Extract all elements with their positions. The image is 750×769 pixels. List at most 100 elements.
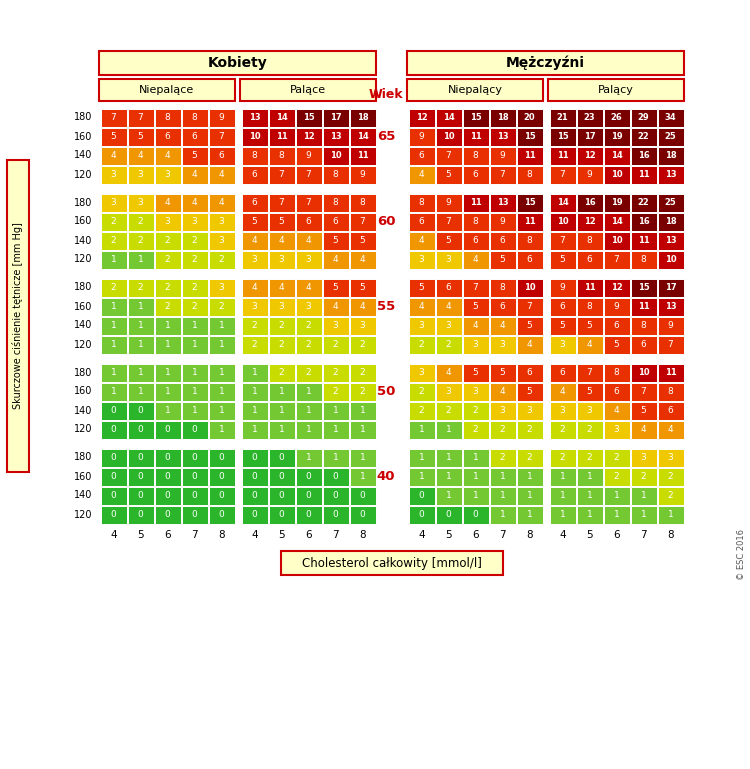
Text: 1: 1 (192, 340, 197, 349)
Text: 1: 1 (500, 472, 506, 481)
Bar (631, 147, 656, 165)
Text: 4: 4 (333, 302, 338, 311)
Bar (463, 468, 488, 485)
Text: 5: 5 (360, 283, 365, 292)
Text: 9: 9 (668, 321, 674, 330)
Bar (296, 382, 322, 401)
Text: 11: 11 (638, 236, 650, 245)
Bar (550, 251, 575, 268)
Text: 3: 3 (192, 217, 197, 226)
Text: 4: 4 (192, 198, 197, 207)
Text: 0: 0 (111, 406, 116, 415)
Bar (550, 335, 575, 354)
Text: 34: 34 (664, 113, 676, 122)
Text: 7: 7 (446, 151, 452, 160)
Bar (268, 448, 295, 467)
Bar (436, 382, 461, 401)
Bar (154, 128, 181, 145)
Text: 1: 1 (472, 472, 478, 481)
Text: 26: 26 (610, 113, 622, 122)
Text: 12: 12 (610, 283, 622, 292)
Bar (350, 212, 376, 231)
Bar (436, 468, 461, 485)
Text: 1: 1 (111, 387, 116, 396)
Text: 14: 14 (442, 113, 454, 122)
Text: 6: 6 (419, 217, 424, 226)
Bar (658, 505, 683, 524)
Text: 6: 6 (305, 530, 312, 540)
Text: 7: 7 (500, 170, 506, 179)
Text: 5: 5 (586, 321, 592, 330)
Bar (409, 231, 434, 249)
Text: 140: 140 (74, 321, 92, 331)
Bar (517, 165, 542, 184)
Text: 9: 9 (360, 170, 365, 179)
Text: 5: 5 (360, 236, 365, 245)
FancyBboxPatch shape (240, 79, 376, 101)
Text: 8: 8 (640, 321, 646, 330)
Bar (209, 298, 235, 315)
Bar (577, 421, 602, 438)
Bar (268, 278, 295, 297)
Text: 9: 9 (446, 198, 452, 207)
Text: 1: 1 (500, 491, 506, 500)
Bar (296, 317, 322, 335)
Bar (409, 317, 434, 335)
Text: 6: 6 (614, 387, 620, 396)
Bar (242, 194, 268, 211)
Bar (658, 231, 683, 249)
Bar (268, 231, 295, 249)
Text: 6: 6 (526, 368, 532, 377)
Text: 0: 0 (219, 453, 224, 462)
Text: 7: 7 (332, 530, 339, 540)
Bar (322, 487, 349, 504)
Bar (463, 382, 488, 401)
Bar (182, 194, 208, 211)
Text: 7: 7 (668, 340, 674, 349)
Bar (409, 165, 434, 184)
Text: 140: 140 (74, 491, 92, 501)
Text: 6: 6 (251, 170, 257, 179)
Bar (209, 194, 235, 211)
Text: 2: 2 (333, 340, 338, 349)
Bar (154, 317, 181, 335)
Text: 1: 1 (526, 472, 532, 481)
Bar (322, 335, 349, 354)
Bar (209, 448, 235, 467)
Bar (604, 448, 629, 467)
Text: 0: 0 (138, 472, 143, 481)
Text: 1: 1 (165, 387, 170, 396)
Text: 15: 15 (524, 132, 536, 141)
Text: 22: 22 (638, 198, 650, 207)
Bar (268, 364, 295, 381)
Bar (242, 317, 268, 335)
Bar (631, 212, 656, 231)
Text: 5: 5 (526, 387, 532, 396)
Bar (350, 147, 376, 165)
Bar (182, 364, 208, 381)
Text: 2: 2 (446, 340, 452, 349)
Text: 6: 6 (526, 255, 532, 264)
Text: 7: 7 (138, 113, 143, 122)
Bar (322, 165, 349, 184)
Text: 6: 6 (251, 198, 257, 207)
Text: 1: 1 (526, 491, 532, 500)
Bar (436, 194, 461, 211)
Text: 20: 20 (524, 113, 536, 122)
Bar (154, 421, 181, 438)
Text: 1: 1 (165, 321, 170, 330)
Text: 3: 3 (614, 425, 620, 434)
Text: 8: 8 (360, 198, 365, 207)
Bar (242, 401, 268, 420)
Text: 13: 13 (249, 113, 260, 122)
Text: 1: 1 (192, 321, 197, 330)
Text: 11: 11 (357, 151, 368, 160)
Bar (631, 448, 656, 467)
Bar (490, 194, 515, 211)
Bar (436, 108, 461, 126)
Bar (490, 231, 515, 249)
Text: 1: 1 (138, 255, 143, 264)
Text: 18: 18 (496, 113, 508, 122)
Bar (268, 108, 295, 126)
Bar (517, 251, 542, 268)
